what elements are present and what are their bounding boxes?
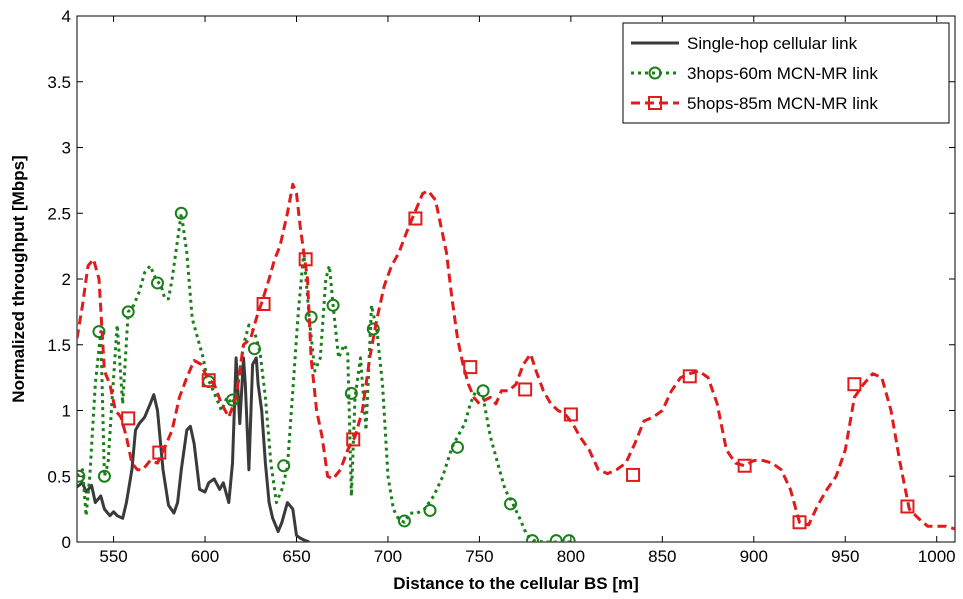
series-2-marker (256, 296, 271, 311)
y-tick-label: 1 (62, 402, 71, 421)
legend: Single-hop cellular link 3hops-60m MCN-M… (622, 22, 950, 124)
series-2-marker (463, 360, 478, 375)
series-2-marker (298, 252, 313, 267)
series-1-marker (304, 310, 318, 324)
x-tick-label: 950 (831, 547, 859, 566)
y-axis-label: Normalized throughput [Mbps] (9, 155, 28, 402)
series-1-marker (450, 440, 464, 454)
series-2-marker (563, 407, 578, 422)
x-tick-label: 900 (740, 547, 768, 566)
y-tick-label: 1.5 (47, 336, 71, 355)
y-tick-label: 4 (62, 7, 71, 26)
series-2-marker (792, 515, 807, 530)
series-1-marker (97, 469, 111, 483)
legend-label-single-hop: Single-hop cellular link (687, 34, 858, 53)
series-2-marker (626, 467, 641, 482)
legend-marker-5hops (648, 96, 662, 110)
series-1-marker (326, 298, 340, 312)
series-2-marker (518, 382, 533, 397)
series-1-marker (92, 325, 106, 339)
series-1-marker (397, 514, 411, 528)
series-2-marker (346, 432, 361, 447)
series-1-marker (150, 276, 164, 290)
series-2-marker (900, 499, 915, 514)
series-1-marker (225, 393, 239, 407)
y-tick-label: 2 (62, 270, 71, 289)
y-tick-label: 0 (62, 533, 71, 552)
series-1-marker (77, 469, 86, 483)
legend-label-5hops: 5hops-85m MCN-MR link (687, 94, 878, 113)
y-tick-label: 2.5 (47, 204, 71, 223)
legend-marker-3hops (648, 66, 662, 80)
series-1-marker (174, 206, 188, 220)
x-tick-label: 800 (557, 547, 585, 566)
series-1-marker (525, 534, 539, 542)
x-tick-label: 600 (191, 547, 219, 566)
series-2-marker (847, 377, 862, 392)
legend-box (622, 22, 950, 124)
series-line-1 (77, 211, 571, 542)
series-1-marker (423, 503, 437, 517)
series-1-marker (344, 386, 358, 400)
series-2-marker (408, 211, 423, 226)
series-1-marker (549, 534, 563, 542)
series-1-marker (366, 322, 380, 336)
series-1-marker (562, 534, 576, 542)
series-2-marker (682, 369, 697, 384)
series-1-marker (121, 305, 135, 319)
x-tick-label: 1000 (918, 547, 956, 566)
x-tick-label: 850 (648, 547, 676, 566)
x-tick-label: 650 (282, 547, 310, 566)
axis-ticks: 550 600 650 700 750 800 850 900 950 1000 0 0.5 1 1.5 2… (47, 7, 955, 566)
y-tick-label: 3 (62, 139, 71, 158)
y-tick-label: 3.5 (47, 73, 71, 92)
series-2-marker (121, 411, 136, 426)
series-line-0 (77, 356, 310, 542)
legend-label-3hops: 3hops-60m MCN-MR link (687, 64, 878, 83)
series-2-marker (152, 445, 167, 460)
y-tick-label: 0.5 (47, 467, 71, 486)
series-2-marker (201, 373, 216, 388)
series-1-marker (247, 342, 261, 356)
series-1-marker (277, 459, 291, 473)
series-1-marker (476, 384, 490, 398)
x-tick-label: 550 (99, 547, 127, 566)
series-line-2 (77, 182, 955, 531)
x-tick-label: 750 (465, 547, 493, 566)
series-layer (77, 182, 955, 542)
series-2-marker (737, 458, 752, 473)
series-1-marker (504, 497, 518, 511)
x-axis-label: Distance to the cellular BS [m] (393, 574, 639, 593)
x-tick-label: 700 (374, 547, 402, 566)
